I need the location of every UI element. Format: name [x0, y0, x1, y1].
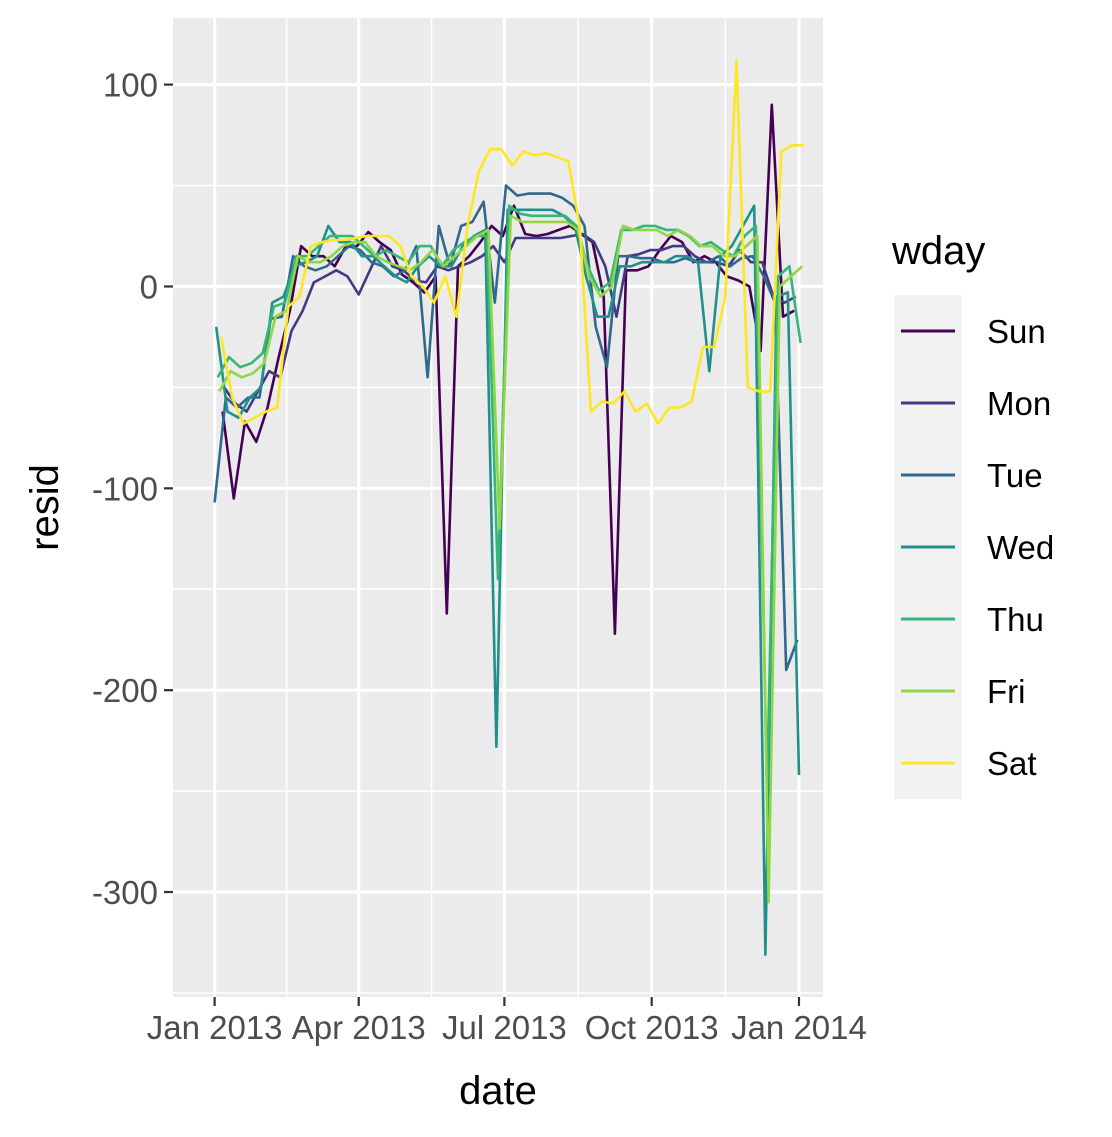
- legend: wday Sun Mon Tue Wed Thu Fri Sat: [891, 229, 1054, 799]
- minor-gridlines: [173, 18, 823, 997]
- x-axis: Jan 2013 Apr 2013 Jul 2013 Oct 2013 Jan 2014: [147, 997, 867, 1046]
- x-tick-label: Jul 2013: [442, 1009, 567, 1046]
- legend-label: Wed: [987, 529, 1054, 566]
- x-tick-label: Jan 2013: [147, 1009, 283, 1046]
- x-tick-label: Jan 2014: [731, 1009, 867, 1046]
- y-tick-label: 0: [140, 268, 158, 305]
- legend-label: Sun: [987, 313, 1046, 350]
- y-axis-title: resid: [23, 464, 67, 551]
- series-line-thu: [216, 204, 802, 793]
- y-tick-label: -300: [92, 874, 158, 911]
- legend-label: Sat: [987, 745, 1037, 782]
- legend-label: Thu: [987, 601, 1044, 638]
- x-tick-label: Oct 2013: [585, 1009, 719, 1046]
- series-line-tue: [213, 184, 799, 672]
- series-line-fri: [218, 214, 804, 904]
- y-axis: 100 0 -100 -200 -300: [92, 67, 173, 911]
- y-tick-label: -200: [92, 672, 158, 709]
- series-line-wed: [214, 204, 801, 956]
- series-lines: [213, 59, 804, 956]
- legend-label: Tue: [987, 457, 1043, 494]
- legend-title: wday: [891, 229, 985, 273]
- y-tick-label: 100: [103, 67, 158, 104]
- series-line-sat: [219, 59, 804, 426]
- x-axis-title: date: [459, 1069, 537, 1113]
- x-tick-label: Apr 2013: [292, 1009, 426, 1046]
- legend-label: Mon: [987, 385, 1051, 422]
- major-gridlines: [173, 18, 823, 997]
- legend-items: Sun Mon Tue Wed Thu Fri Sat: [894, 295, 1054, 799]
- y-tick-label: -100: [92, 470, 158, 507]
- legend-label: Fri: [987, 673, 1025, 710]
